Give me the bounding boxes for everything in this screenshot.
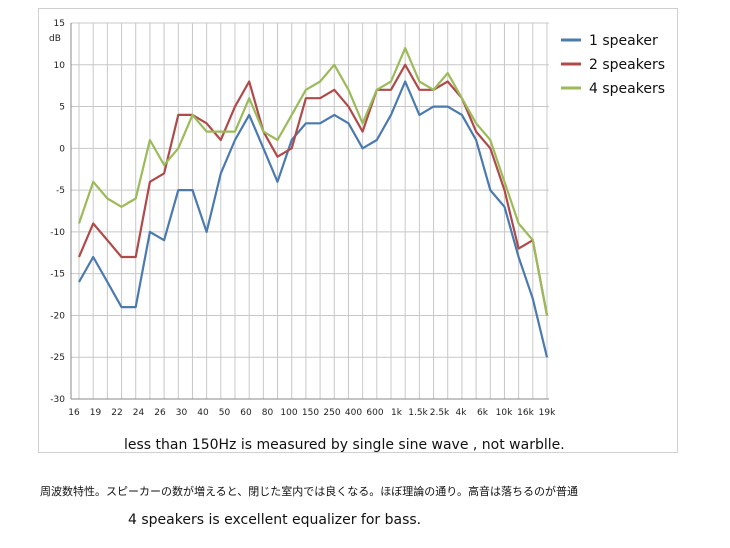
series-line-3: [77, 46, 549, 316]
y-tick-label: -5: [56, 186, 65, 196]
x-tick-label: 80: [262, 408, 274, 418]
y-tick-label: -20: [50, 311, 65, 321]
chart-note: less than 150Hz is measured by single si…: [124, 437, 565, 453]
x-tick-label: 50: [219, 408, 231, 418]
legend-label: 2 speakers: [589, 57, 665, 73]
y-tick-label: -10: [50, 228, 65, 238]
x-tick-label: 16: [68, 408, 80, 418]
x-tick-label: 24: [133, 408, 145, 418]
y-tick-label: 10: [54, 61, 66, 71]
x-tick-label: 22: [111, 408, 122, 418]
english-caption: 4 speakers is excellent equalizer for ba…: [128, 512, 422, 528]
y-tick-label: 5: [59, 103, 65, 113]
y-tick-label: -15: [50, 270, 65, 280]
series-line-2: [77, 63, 549, 316]
x-tick-label: 400: [345, 408, 362, 418]
x-tick-label: 30: [176, 408, 188, 418]
x-tick-label: 10k: [496, 408, 513, 418]
x-tick-label: 19: [90, 408, 102, 418]
x-tick-label: 2.5k: [430, 408, 450, 418]
chart-frame: 15 10 5 0 -5 -10 -15 -20 -25 -30 16 19 22 24 26 30 40 50…: [38, 8, 678, 453]
y-tick-label: 0: [59, 144, 65, 154]
x-tick-label: 16k: [517, 408, 534, 418]
x-tick-label: 150: [302, 408, 319, 418]
y-tick-label: -25: [50, 353, 65, 363]
x-tick-label: 1.5k: [408, 408, 428, 418]
y-tick-label: -30: [50, 395, 65, 405]
y-axis-label: dB: [49, 34, 61, 44]
x-tick-label: 600: [366, 408, 383, 418]
x-tick-label: 19k: [539, 408, 556, 418]
x-tick-label: 250: [323, 408, 340, 418]
x-tick-label: 1k: [391, 408, 403, 418]
x-tick-label: 40: [197, 408, 209, 418]
x-tick-label: 60: [240, 408, 252, 418]
x-tick-label: 26: [154, 408, 166, 418]
x-tick-label: 6k: [477, 408, 489, 418]
series-line-1: [78, 80, 549, 358]
legend-label: 1 speaker: [589, 33, 658, 49]
x-tick-label: 100: [280, 408, 297, 418]
x-tick-label: 4k: [456, 408, 468, 418]
y-tick-label: 15: [54, 19, 65, 29]
japanese-caption: 周波数特性。スピーカーの数が増えると、閉じた室内では良くなる。ほぼ理論の通り。高…: [40, 485, 579, 498]
legend-label: 4 speakers: [589, 81, 665, 97]
